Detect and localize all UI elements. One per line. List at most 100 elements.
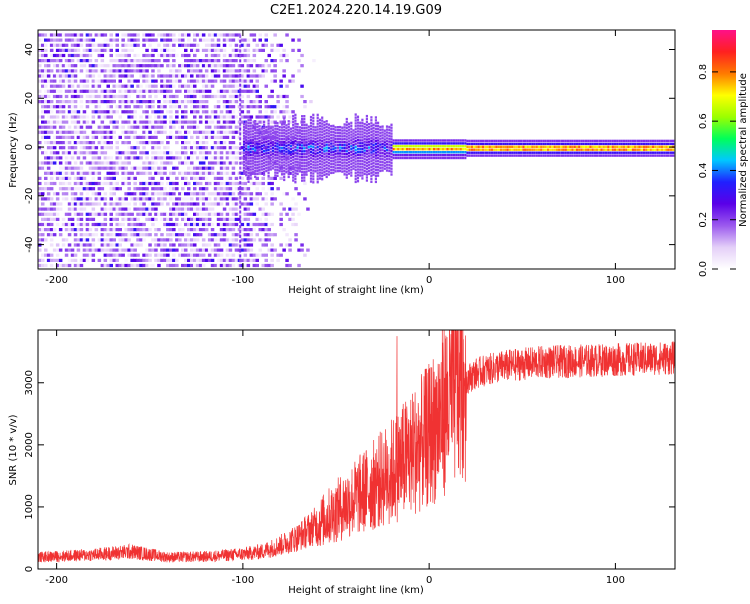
heatmap-cell bbox=[292, 150, 295, 153]
heatmap-cell bbox=[154, 181, 158, 186]
heatmap-cell bbox=[247, 154, 250, 157]
heatmap-cell bbox=[157, 125, 161, 129]
heatmap-cell bbox=[154, 258, 158, 262]
heatmap-cell bbox=[169, 248, 173, 252]
heatmap-cell bbox=[82, 115, 87, 119]
heatmap-cell bbox=[112, 69, 116, 73]
heatmap-cell bbox=[246, 105, 251, 109]
heatmap-cell bbox=[151, 263, 155, 268]
heatmap-cell bbox=[267, 263, 271, 268]
heatmap-cell bbox=[239, 108, 242, 111]
heatmap-cell bbox=[365, 158, 368, 162]
heatmap-cell bbox=[593, 139, 596, 143]
heatmap-cell bbox=[201, 217, 206, 221]
heatmap-cell bbox=[332, 124, 335, 128]
heatmap-cell bbox=[52, 248, 57, 252]
heatmap-cell bbox=[204, 120, 209, 124]
heatmap-cell bbox=[88, 146, 93, 150]
heatmap-cell bbox=[283, 140, 286, 144]
heatmap-cell bbox=[70, 53, 75, 58]
heatmap-cell bbox=[345, 129, 348, 132]
heatmap-cell bbox=[181, 64, 185, 68]
heatmap-cell bbox=[148, 74, 152, 78]
heatmap-cell bbox=[187, 171, 191, 175]
heatmap-cell bbox=[73, 125, 78, 129]
heatmap-cell bbox=[148, 84, 152, 88]
heatmap-cell bbox=[73, 151, 78, 155]
heatmap-cell bbox=[38, 228, 42, 232]
heatmap-cell bbox=[58, 120, 63, 124]
heatmap-cell bbox=[225, 212, 230, 216]
heatmap-cell bbox=[419, 153, 422, 157]
heatmap-cell bbox=[207, 202, 212, 206]
heatmap-cell bbox=[181, 110, 185, 114]
heatmap-cell bbox=[432, 148, 436, 151]
heatmap-cell bbox=[127, 130, 131, 134]
heatmap-cell bbox=[139, 64, 143, 68]
heatmap-cell bbox=[163, 238, 167, 242]
heatmap-cell bbox=[163, 89, 167, 93]
heatmap-cell bbox=[46, 207, 51, 211]
heatmap-cell bbox=[178, 79, 182, 83]
heatmap-cell bbox=[430, 145, 433, 148]
heatmap-cell bbox=[118, 135, 122, 139]
heatmap-cell bbox=[383, 155, 386, 159]
heatmap-cell bbox=[166, 146, 170, 150]
heatmap-cell bbox=[139, 135, 143, 139]
heatmap-cell bbox=[239, 234, 242, 238]
heatmap-cell bbox=[356, 133, 360, 136]
heatmap-cell bbox=[112, 161, 116, 165]
heatmap-cell bbox=[210, 38, 215, 42]
heatmap-cell bbox=[91, 69, 96, 73]
heatmap-cell bbox=[142, 228, 146, 232]
heatmap-cell bbox=[549, 139, 552, 143]
heatmap-cell bbox=[242, 146, 246, 149]
heatmap-cell bbox=[243, 181, 248, 186]
heatmap-cell bbox=[166, 258, 170, 262]
heatmap-cell bbox=[332, 148, 335, 151]
heatmap-cell bbox=[198, 181, 203, 186]
heatmap-cell bbox=[160, 48, 164, 52]
heatmap-cell bbox=[109, 258, 113, 262]
heatmap-cell bbox=[91, 135, 96, 139]
heatmap-cell bbox=[408, 148, 411, 151]
heatmap-cell bbox=[634, 139, 637, 143]
heatmap-cell bbox=[280, 152, 284, 155]
heatmap-cell bbox=[52, 217, 57, 221]
heatmap-cell bbox=[97, 222, 102, 227]
heatmap-cell bbox=[300, 248, 304, 252]
heatmap-cell bbox=[127, 156, 131, 160]
heatmap-cell bbox=[406, 148, 409, 151]
heatmap-cell bbox=[332, 151, 335, 154]
heatmap-cell bbox=[296, 152, 299, 155]
heatmap-cell bbox=[52, 89, 57, 93]
heatmap-cell bbox=[109, 263, 113, 268]
heatmap-cell bbox=[160, 151, 164, 155]
heatmap-cell bbox=[273, 248, 277, 252]
heatmap-cell bbox=[166, 141, 170, 145]
heatmap-cell bbox=[193, 69, 197, 73]
heatmap-cell bbox=[204, 171, 209, 175]
heatmap-cell bbox=[546, 148, 550, 151]
heatmap-cell bbox=[103, 110, 108, 114]
heatmap-cell bbox=[130, 263, 134, 268]
heatmap-cell bbox=[278, 131, 281, 135]
heatmap-cell bbox=[390, 123, 393, 126]
heatmap-cell bbox=[58, 94, 63, 99]
heatmap-cell bbox=[213, 146, 218, 150]
heatmap-cell bbox=[542, 145, 545, 148]
heatmap-cell bbox=[265, 158, 268, 161]
heatmap-cell bbox=[517, 142, 520, 146]
heatmap-cell bbox=[61, 74, 66, 78]
heatmap-cell bbox=[345, 155, 348, 159]
heatmap-cell bbox=[154, 79, 158, 83]
heatmap-cell bbox=[103, 69, 108, 73]
heatmap-cell bbox=[484, 154, 487, 157]
heatmap-cell bbox=[497, 151, 500, 154]
heatmap-cell bbox=[285, 156, 288, 159]
heatmap-cell bbox=[190, 253, 194, 257]
heatmap-cell bbox=[181, 171, 185, 175]
heatmap-cell bbox=[368, 149, 371, 152]
heatmap-cell bbox=[298, 155, 301, 158]
heatmap-cell bbox=[271, 137, 275, 141]
